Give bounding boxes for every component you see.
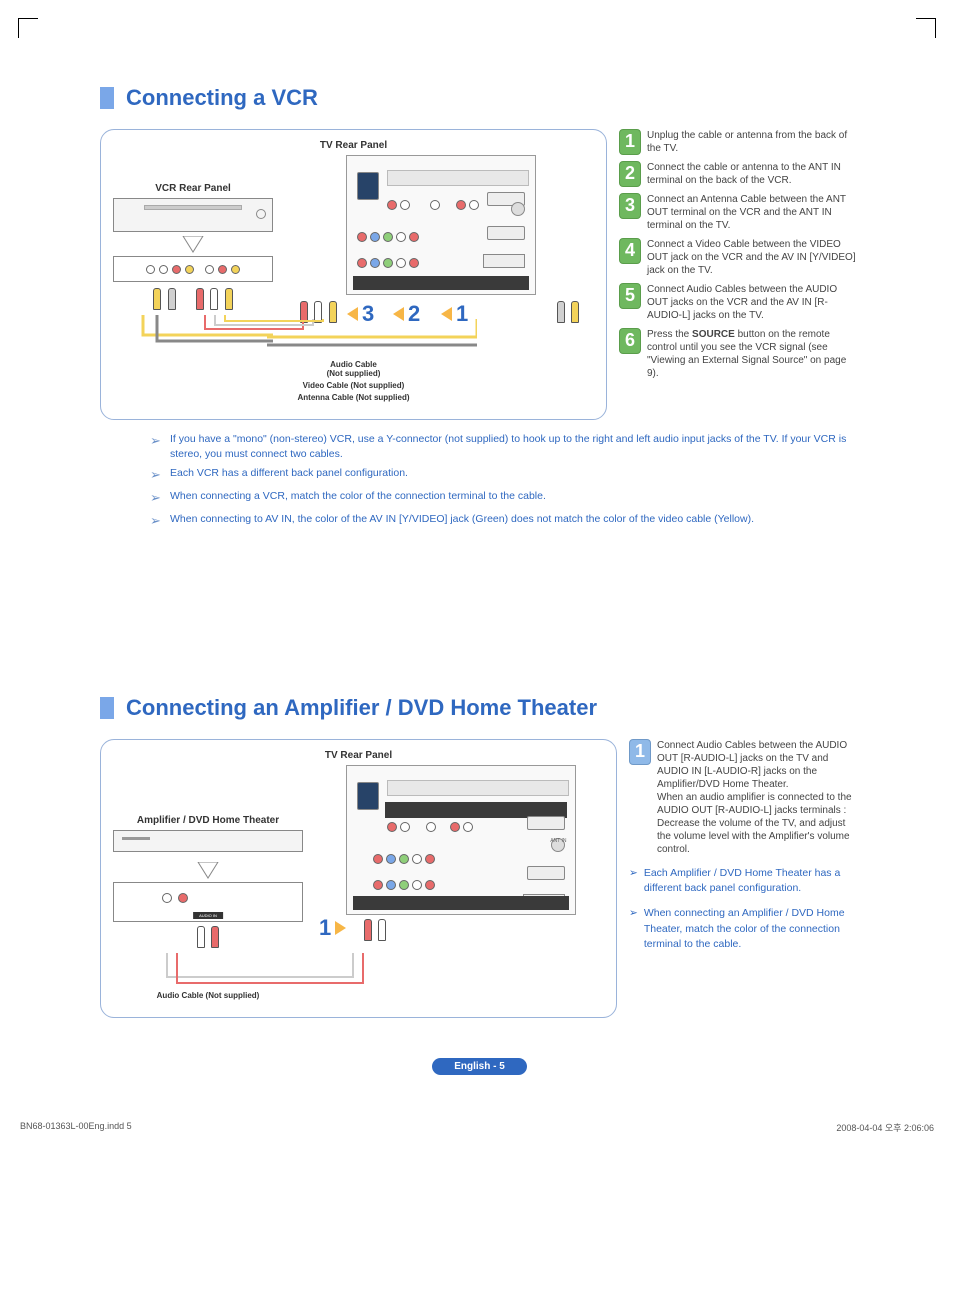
notes-list: ➢ Each Amplifier / DVD Home Theater has …	[629, 866, 859, 952]
plug-icon	[210, 288, 218, 310]
plug-icon	[571, 301, 579, 323]
heading: Connecting a VCR	[126, 85, 318, 111]
cable-path-icon	[267, 301, 477, 371]
amp-rear-icon: AUDIO IN	[113, 882, 303, 922]
connection-diagram: TV Rear Panel VCR Rear Panel	[100, 129, 607, 420]
step-item: 3 Connect an Antenna Cable between the A…	[619, 193, 859, 232]
tv-rear-panel-icon	[346, 155, 536, 295]
note-arrow-icon: ➢	[150, 466, 164, 485]
plug-icon	[153, 288, 161, 310]
title-bar-icon	[100, 87, 114, 109]
note-arrow-icon: ➢	[629, 866, 638, 896]
plug-icon	[364, 919, 372, 941]
step-number-icon: 6	[619, 328, 641, 354]
note-item: ➢ Each VCR has a different back panel co…	[150, 466, 859, 485]
vcr-front-icon	[113, 198, 273, 232]
step-item: 2 Connect the cable or antenna to the AN…	[619, 161, 859, 187]
step-number-icon: 1	[619, 129, 641, 155]
note-item: ➢ If you have a "mono" (non-stereo) VCR,…	[150, 432, 859, 462]
vcr-panel-label: VCR Rear Panel	[113, 183, 273, 194]
tv-panel-label: TV Rear Panel	[113, 750, 604, 761]
cable-path-icon	[113, 315, 273, 349]
steps-list: 1 Connect Audio Cables between the AUDIO…	[629, 739, 859, 962]
footer: BN68-01363L-00Eng.indd 5 2008-04-04 오후 2…	[0, 1115, 954, 1150]
plug-icon	[211, 926, 219, 948]
plug-icon	[197, 926, 205, 948]
amp-panel-label: Amplifier / DVD Home Theater	[113, 815, 303, 826]
step-text: Connect Audio Cables between the AUDIO O…	[657, 739, 859, 856]
diagram-callout: 1	[319, 915, 346, 941]
note-item: ➢ Each Amplifier / DVD Home Theater has …	[629, 866, 859, 896]
step-item: 6 Press the SOURCE button on the remote …	[619, 328, 859, 380]
step-item: 1 Connect Audio Cables between the AUDIO…	[629, 739, 859, 856]
tv-rear-panel-icon: ANT IN	[346, 765, 576, 915]
steps-list: 1 Unplug the cable or antenna from the b…	[619, 129, 859, 386]
page-number: English - 5	[100, 1058, 859, 1075]
step-text: Press the SOURCE button on the remote co…	[647, 328, 859, 380]
title-bar-icon	[100, 697, 114, 719]
connection-diagram: TV Rear Panel Amplifier / DVD Home Theat…	[100, 739, 617, 1018]
step-item: 5 Connect Audio Cables between the AUDIO…	[619, 283, 859, 322]
amp-front-icon	[113, 830, 303, 852]
footer-right: 2008-04-04 오후 2:06:06	[836, 1121, 934, 1134]
section-title: Connecting a VCR	[100, 85, 859, 111]
plug-icon	[168, 288, 176, 310]
step-number-icon: 1	[629, 739, 651, 765]
note-arrow-icon: ➢	[150, 512, 164, 531]
section-title: Connecting an Amplifier / DVD Home Theat…	[100, 695, 859, 721]
note-item: ➢ When connecting to AV IN, the color of…	[150, 512, 859, 531]
cable-label: Antenna Cable (Not supplied)	[113, 393, 594, 402]
note-arrow-icon: ➢	[150, 432, 164, 462]
heading: Connecting an Amplifier / DVD Home Theat…	[126, 695, 597, 721]
down-arrow-icon	[181, 236, 205, 254]
vcr-rear-icon	[113, 256, 273, 282]
plug-icon	[378, 919, 386, 941]
footer-left: BN68-01363L-00Eng.indd 5	[20, 1121, 132, 1134]
plug-icon	[196, 288, 204, 310]
step-item: 4 Connect a Video Cable between the VIDE…	[619, 238, 859, 277]
step-number-icon: 4	[619, 238, 641, 264]
step-number-icon: 2	[619, 161, 641, 187]
crop-mark	[18, 18, 38, 38]
step-number-icon: 5	[619, 283, 641, 309]
down-arrow-icon	[196, 862, 220, 880]
step-item: 1 Unplug the cable or antenna from the b…	[619, 129, 859, 155]
plug-icon	[557, 301, 565, 323]
note-arrow-icon: ➢	[150, 489, 164, 508]
note-item: ➢ When connecting an Amplifier / DVD Hom…	[629, 906, 859, 952]
note-item: ➢ When connecting a VCR, match the color…	[150, 489, 859, 508]
cable-label: Video Cable (Not supplied)	[113, 381, 594, 390]
crop-mark	[916, 18, 936, 38]
notes-list: ➢ If you have a "mono" (non-stereo) VCR,…	[100, 432, 859, 531]
plug-icon	[225, 288, 233, 310]
step-number-icon: 3	[619, 193, 641, 219]
note-arrow-icon: ➢	[629, 906, 638, 952]
tv-panel-label: TV Rear Panel	[113, 140, 594, 151]
